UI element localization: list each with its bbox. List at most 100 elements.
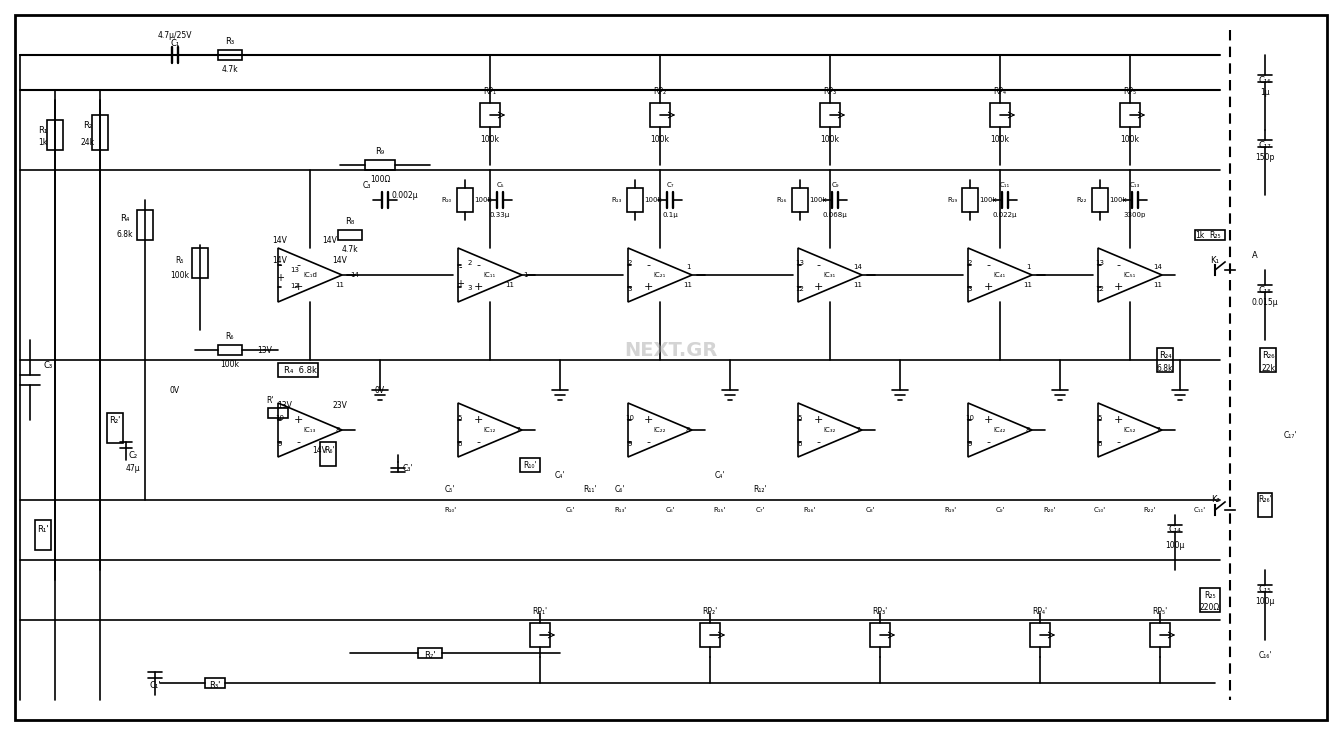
Text: IC₂₂: IC₂₂ [654,427,666,433]
Text: C₇: C₇ [666,182,674,188]
Text: R₁: R₁ [39,126,47,135]
Text: 100k: 100k [1110,197,1127,203]
Text: 4.7μ/25V: 4.7μ/25V [158,30,192,40]
Text: 3: 3 [468,285,472,291]
Text: 2: 2 [628,260,632,266]
Text: +: + [984,282,993,292]
Text: 6: 6 [797,441,803,447]
Text: R₁': R₁' [38,526,48,534]
Text: 100k: 100k [1121,135,1139,143]
Text: R₃': R₃' [209,681,220,689]
Text: R₇': R₇' [424,650,436,659]
Bar [205,678,225,688]
Text: C₁₁': C₁₁' [1194,507,1206,513]
Text: 3300p: 3300p [1123,212,1146,218]
Text: 5: 5 [1098,415,1102,421]
Text: -: - [1117,260,1121,270]
Text: 10: 10 [965,415,974,421]
Text: R₂: R₂ [83,121,93,129]
Text: RP₃': RP₃' [872,606,887,615]
Text: C₁₅: C₁₅ [1259,586,1271,595]
Bar [35,520,51,550]
Text: -: - [646,260,650,270]
Text: RP₁': RP₁' [533,606,548,615]
Bar [1092,188,1108,212]
Bar [1150,623,1170,647]
Text: 11: 11 [506,282,514,288]
Text: 220Ω: 220Ω [1200,603,1220,612]
Text: 100k: 100k [809,197,827,203]
Bar [990,103,1011,127]
Text: 0.015μ: 0.015μ [1252,298,1279,306]
Bar [365,160,395,170]
Text: R₃: R₃ [225,37,235,46]
Text: IC₁₂: IC₁₂ [484,427,497,433]
Text: 3: 3 [968,286,972,292]
Text: 12: 12 [796,286,804,292]
Text: 4.7k: 4.7k [221,65,239,74]
Text: 10: 10 [625,415,635,421]
Bar [1257,493,1272,517]
Text: 100k: 100k [220,359,239,368]
Text: 13: 13 [290,267,299,273]
Text: -: - [297,437,301,447]
Text: 9: 9 [968,441,972,447]
Text: R₁₀': R₁₀' [444,507,456,513]
Text: C₆': C₆' [615,486,625,495]
Text: 2: 2 [968,260,972,266]
Text: +: + [984,415,993,425]
Text: RP₃: RP₃ [824,87,836,96]
Text: 2: 2 [468,260,472,266]
Text: R₁₀': R₁₀' [523,461,537,470]
Text: R₅: R₅ [176,256,184,265]
Text: 4.7k: 4.7k [342,245,358,254]
Text: 14: 14 [1154,264,1162,270]
Text: 1k: 1k [39,137,47,146]
Text: 14V: 14V [313,445,327,454]
Text: IC₅₁: IC₅₁ [1123,272,1137,278]
Text: 6: 6 [1098,441,1102,447]
Text: 150p: 150p [1255,152,1275,162]
Text: +: + [456,279,464,289]
Text: 3: 3 [628,286,632,292]
Bar [278,363,318,377]
Bar [107,413,123,443]
Bar [268,408,289,418]
Text: 9: 9 [628,441,632,447]
Text: 6.8k: 6.8k [1157,364,1173,373]
Text: 0.1μ: 0.1μ [662,212,678,218]
Bar [1121,103,1139,127]
Text: 100k: 100k [980,197,997,203]
Text: -: - [476,260,480,270]
Text: 0.33μ: 0.33μ [490,212,510,218]
Text: 7: 7 [856,427,860,433]
Text: R₈: R₈ [345,217,354,226]
Text: C₄': C₄' [554,470,565,479]
Text: IC₂₁: IC₂₁ [654,272,666,278]
Text: C₁₈: C₁₈ [1259,285,1271,295]
Text: 1: 1 [1025,264,1031,270]
Text: RP₄: RP₄ [993,87,1006,96]
Text: 0V: 0V [170,385,180,395]
Bar [319,442,336,466]
Text: 7: 7 [515,427,521,433]
Text: 7: 7 [1155,427,1161,433]
Text: 5: 5 [458,415,462,421]
Text: 12: 12 [1095,286,1104,292]
Text: R₄  6.8k: R₄ 6.8k [283,365,317,375]
Text: 11: 11 [1154,282,1162,288]
Text: -: - [297,260,301,270]
Text: R₂₄: R₂₄ [1158,351,1172,359]
Text: C₃: C₃ [43,360,52,370]
Text: 100Ω: 100Ω [370,174,391,184]
Text: +: + [813,282,823,292]
Text: IC₄₂: IC₄₂ [994,427,1006,433]
Bar [792,188,808,212]
Text: C₁: C₁ [170,38,180,48]
Text: -: - [278,260,282,270]
Bar [870,623,890,647]
Text: 13: 13 [1095,260,1104,266]
Text: +: + [294,415,303,425]
Text: 14: 14 [854,264,863,270]
Text: 13V: 13V [278,401,293,409]
